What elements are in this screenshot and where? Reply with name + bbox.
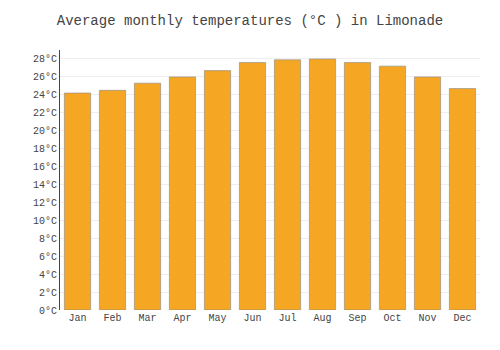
svg-text:Jun: Jun: [243, 313, 261, 324]
svg-text:4°C: 4°C: [39, 270, 57, 281]
svg-text:Nov: Nov: [418, 313, 436, 324]
svg-text:6°C: 6°C: [39, 252, 57, 263]
svg-text:22°C: 22°C: [33, 108, 57, 119]
svg-text:Feb: Feb: [103, 313, 121, 324]
svg-text:26°C: 26°C: [33, 72, 57, 83]
svg-text:Mar: Mar: [138, 313, 156, 324]
svg-text:14°C: 14°C: [33, 180, 57, 191]
svg-text:Jan: Jan: [68, 313, 86, 324]
svg-text:8°C: 8°C: [39, 234, 57, 245]
svg-text:Oct: Oct: [383, 313, 401, 324]
svg-text:Apr: Apr: [173, 313, 191, 324]
svg-text:28°C: 28°C: [33, 54, 57, 65]
svg-text:Sep: Sep: [348, 313, 366, 324]
svg-text:May: May: [208, 313, 226, 324]
svg-text:16°C: 16°C: [33, 162, 57, 173]
svg-text:20°C: 20°C: [33, 126, 57, 137]
svg-text:18°C: 18°C: [33, 144, 57, 155]
svg-text:12°C: 12°C: [33, 198, 57, 209]
svg-text:24°C: 24°C: [33, 90, 57, 101]
svg-text:2°C: 2°C: [39, 288, 57, 299]
svg-text:Dec: Dec: [453, 313, 471, 324]
svg-text:Aug: Aug: [313, 313, 331, 324]
svg-text:Jul: Jul: [278, 313, 296, 324]
svg-text:0°C: 0°C: [39, 306, 57, 317]
svg-text:10°C: 10°C: [33, 216, 57, 227]
svg-text:Average monthly temperatures (: Average monthly temperatures (°C ) in Li…: [57, 13, 443, 29]
